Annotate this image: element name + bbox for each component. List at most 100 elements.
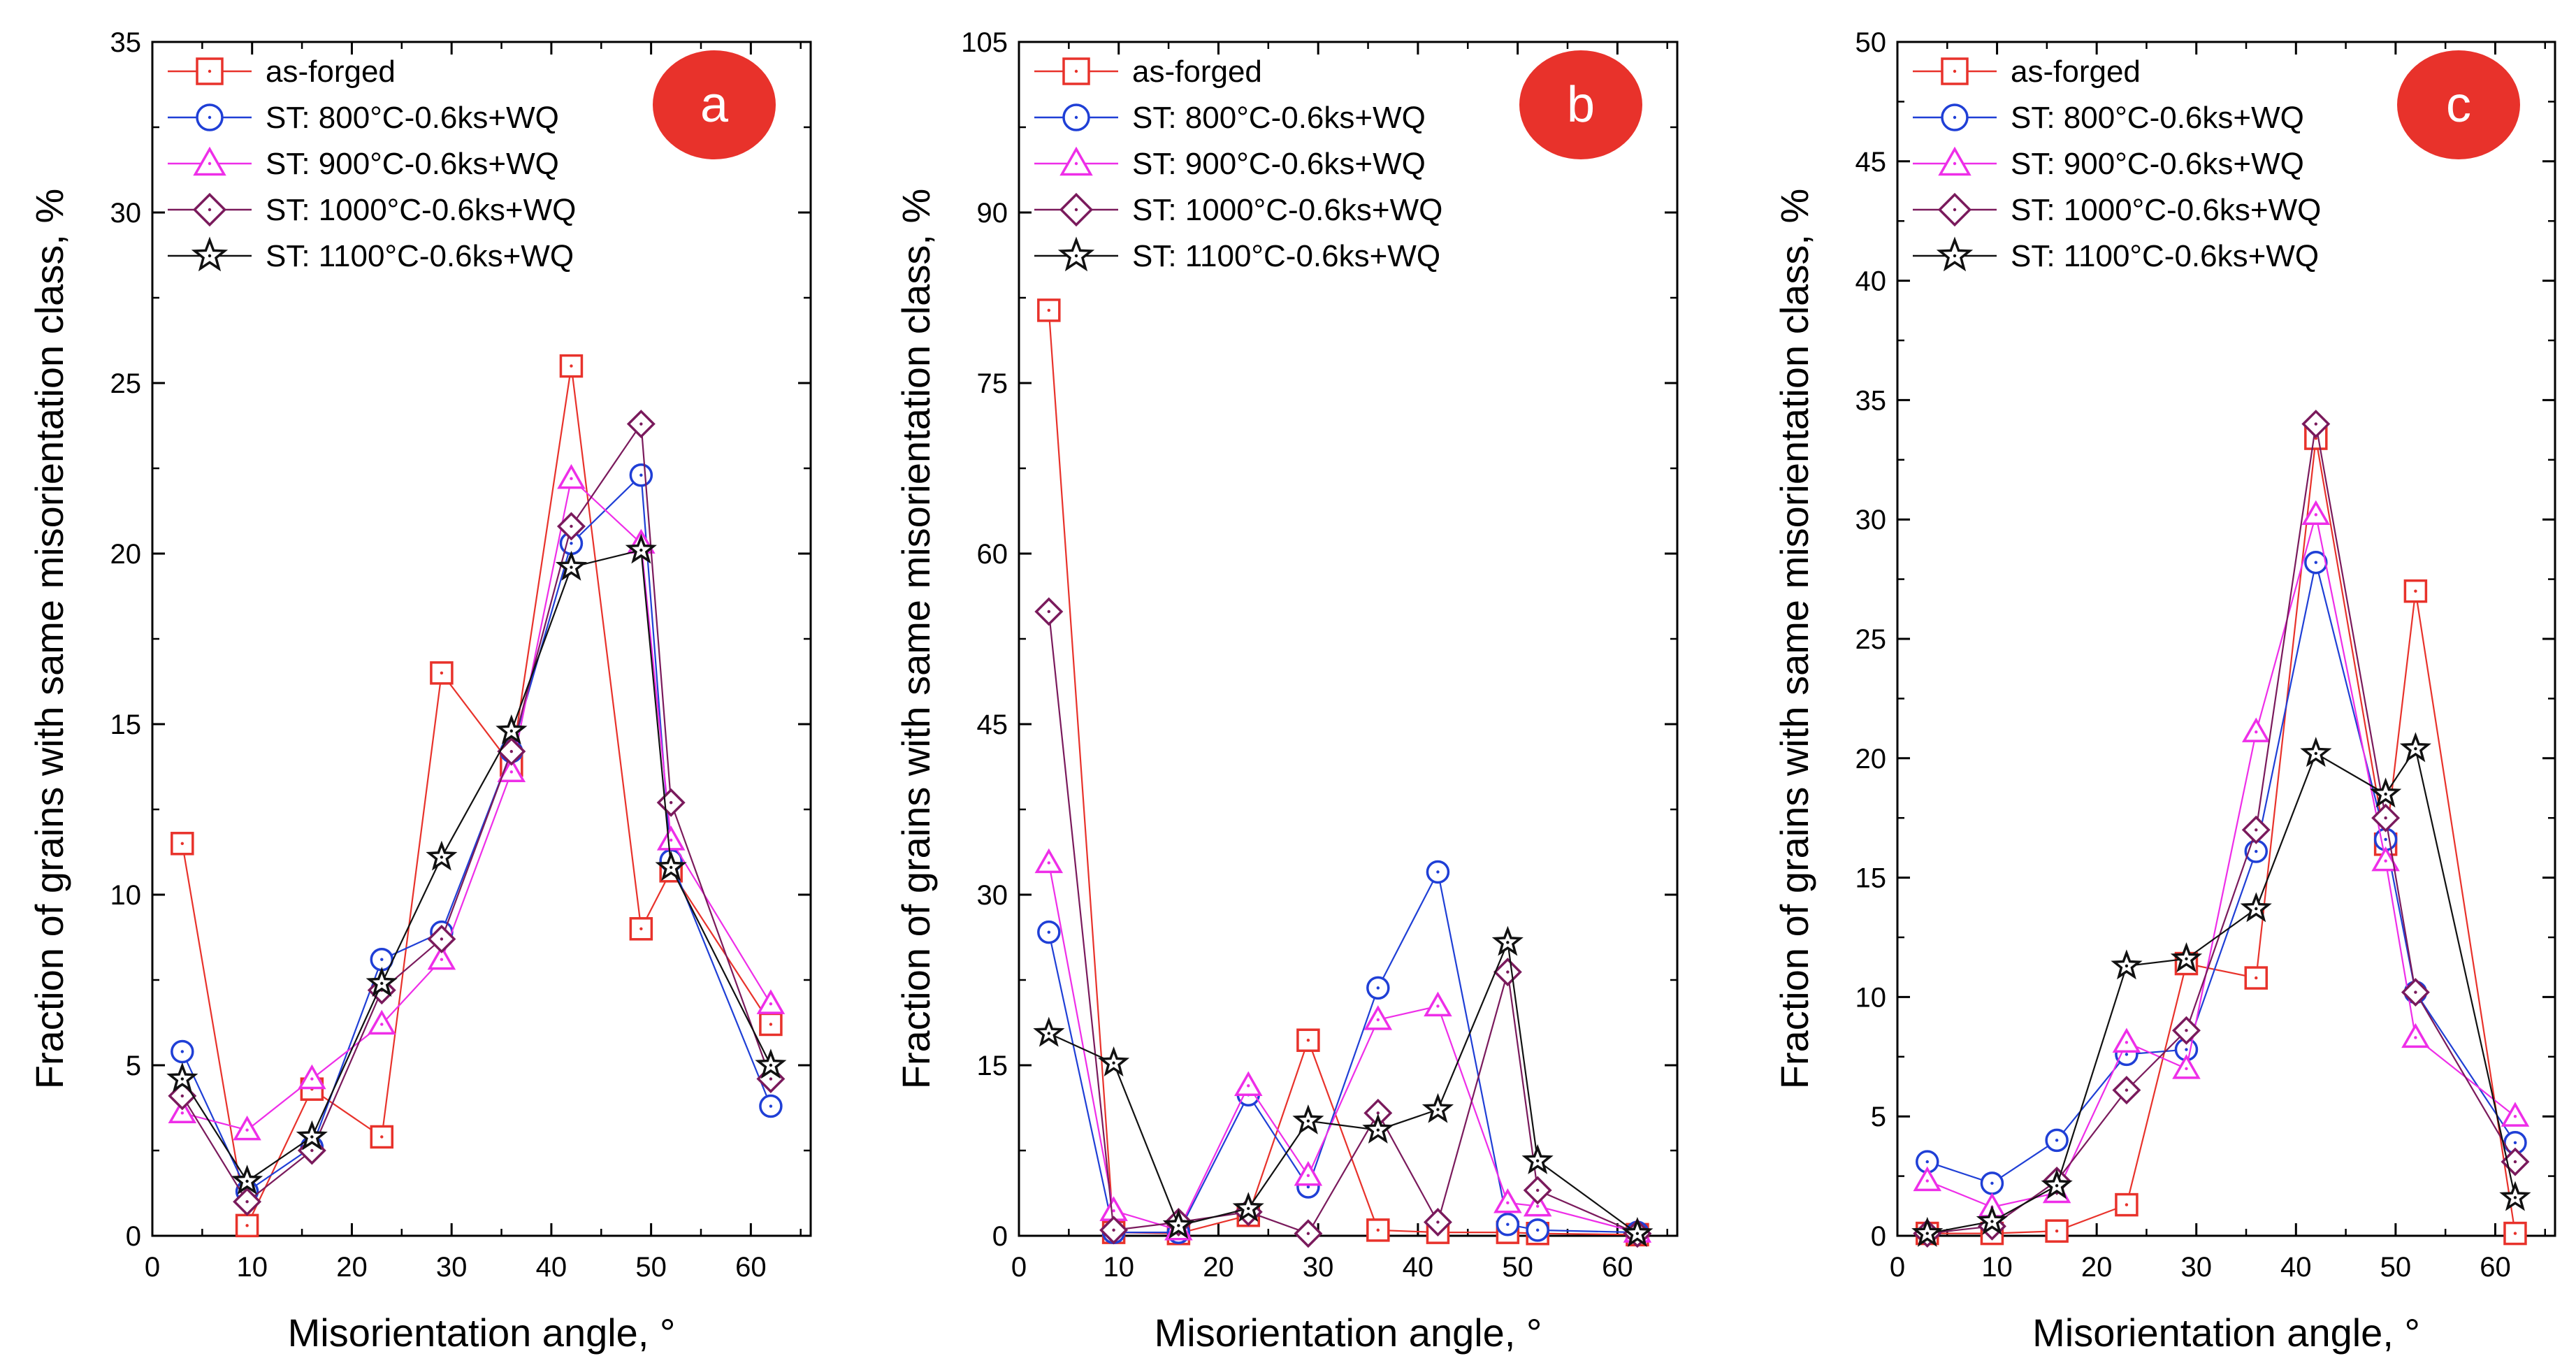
y-tick-label: 10 xyxy=(110,880,142,911)
data-point-triangle-center-dot xyxy=(1047,861,1051,865)
data-point-star-center-dot xyxy=(1506,941,1510,944)
x-tick-label: 60 xyxy=(1602,1252,1633,1283)
series-circle xyxy=(1037,860,1649,1244)
data-point-circle-center-dot xyxy=(639,473,643,477)
data-point-star-center-dot xyxy=(310,1135,314,1139)
data-point-diamond-center-dot xyxy=(1306,1232,1310,1235)
series-square xyxy=(171,354,783,1238)
data-point-diamond-center-dot xyxy=(2384,816,2387,820)
data-point-circle-center-dot xyxy=(2125,1053,2129,1056)
data-point-circle-center-dot xyxy=(180,1050,184,1053)
y-axis-title: Fraction of grains with same misorientat… xyxy=(1772,189,1816,1090)
legend-label: as-forged xyxy=(1132,55,1262,89)
series-circle xyxy=(1916,550,2527,1195)
data-point-triangle-center-dot xyxy=(2255,730,2258,734)
data-point-circle-center-dot xyxy=(1376,986,1380,990)
data-point-star-center-dot xyxy=(440,856,444,859)
data-point-circle-center-dot xyxy=(2185,1048,2188,1051)
data-point-star-center-dot xyxy=(639,548,643,552)
legend-label: ST: 1100°C-0.6ks+WQ xyxy=(1132,239,1440,273)
legend-marker-triangle xyxy=(1059,146,1093,176)
data-point-square-center-dot xyxy=(570,364,573,368)
series-line xyxy=(1927,747,2517,1234)
data-point-circle-center-dot xyxy=(1535,1228,1540,1232)
data-point-diamond-center-dot xyxy=(180,1094,184,1098)
data-point-star-center-dot xyxy=(380,981,384,986)
legend-marker-circle-center-dot xyxy=(1953,115,1957,120)
data-point-star-center-dot xyxy=(2314,751,2318,756)
data-point-square xyxy=(559,354,584,378)
data-point-diamond-center-dot xyxy=(440,937,444,941)
data-point-circle-center-dot xyxy=(2255,849,2258,853)
series-line xyxy=(1048,863,1638,1234)
y-tick-label: 30 xyxy=(977,880,1008,911)
data-point-square xyxy=(2115,1192,2139,1217)
legend-label: ST: 1000°C-0.6ks+WQ xyxy=(1132,193,1442,227)
data-point-square-center-dot xyxy=(639,927,643,931)
y-tick-label: 20 xyxy=(110,539,142,570)
data-point-square xyxy=(2045,1219,2069,1243)
data-point-star-center-dot xyxy=(1047,1032,1051,1035)
data-point-diamond-center-dot xyxy=(2255,828,2258,832)
data-point-triangle-center-dot xyxy=(509,770,514,774)
data-point-square-center-dot xyxy=(2125,1203,2129,1206)
legend-marker-diamond-center-dot xyxy=(1953,208,1957,212)
data-point-star-center-dot xyxy=(1177,1224,1180,1227)
data-point-star-center-dot xyxy=(509,729,514,733)
data-point-triangle-center-dot xyxy=(1535,1204,1540,1208)
x-tick-label: 50 xyxy=(635,1252,667,1283)
data-point-circle-center-dot xyxy=(1306,1185,1310,1189)
series-diamond xyxy=(168,410,786,1216)
series-diamond xyxy=(1034,597,1652,1248)
legend-label: ST: 800°C-0.6ks+WQ xyxy=(266,101,559,135)
series-star xyxy=(1911,732,2531,1247)
data-point-diamond-center-dot xyxy=(509,749,514,754)
data-point-star-center-dot xyxy=(2055,1184,2059,1188)
data-point-diamond-center-dot xyxy=(1112,1228,1115,1232)
y-tick-label: 0 xyxy=(1871,1221,1886,1252)
y-tick-label: 90 xyxy=(977,198,1008,229)
legend-label: ST: 800°C-0.6ks+WQ xyxy=(2011,101,2304,135)
x-tick-label: 50 xyxy=(1502,1252,1533,1283)
y-tick-label: 45 xyxy=(1855,147,1887,178)
x-tick-label: 0 xyxy=(145,1252,160,1283)
series-line xyxy=(1927,438,2517,1234)
data-point-triangle-center-dot xyxy=(1247,1084,1250,1088)
x-tick-label: 10 xyxy=(1103,1252,1134,1283)
data-point-circle-center-dot xyxy=(380,958,384,961)
legend: as-forged ST: 800°C-0.6ks+WQ ST: 900°C-0.6… xyxy=(1913,55,2321,273)
legend-label: as-forged xyxy=(2011,55,2141,89)
data-point-star-center-dot xyxy=(2384,792,2387,796)
data-point-star-center-dot xyxy=(245,1179,249,1183)
data-point-star-center-dot xyxy=(1990,1220,1994,1223)
x-tick-label: 0 xyxy=(1890,1252,1905,1283)
x-tick-label: 20 xyxy=(336,1252,368,1283)
panel-badge xyxy=(1519,50,1642,159)
data-point-square-center-dot xyxy=(1306,1039,1310,1042)
data-point-triangle-center-dot xyxy=(2513,1115,2517,1118)
y-tick-label: 0 xyxy=(992,1221,1008,1252)
panel-badge-label: a xyxy=(700,77,729,133)
y-tick-label: 35 xyxy=(1855,385,1887,416)
data-point-triangle-center-dot xyxy=(1376,1018,1380,1022)
legend-marker-square-center-dot xyxy=(1074,69,1078,73)
data-point-triangle-center-dot xyxy=(2125,1041,2129,1044)
data-point-triangle-center-dot xyxy=(440,958,444,961)
data-point-triangle-center-dot xyxy=(180,1111,184,1115)
data-point-diamond-center-dot xyxy=(310,1148,314,1153)
x-tick-label: 40 xyxy=(536,1252,567,1283)
data-point-triangle-center-dot xyxy=(310,1077,314,1081)
data-point-star-center-dot xyxy=(1635,1232,1640,1235)
data-point-triangle-center-dot xyxy=(570,477,573,480)
data-point-star-center-dot xyxy=(570,565,573,569)
data-point-circle-center-dot xyxy=(769,1104,773,1108)
data-point-star-center-dot xyxy=(180,1077,184,1081)
x-tick-label: 40 xyxy=(1403,1252,1434,1283)
legend: as-forged ST: 800°C-0.6ks+WQ ST: 900°C-0.6… xyxy=(168,55,576,273)
x-tick-label: 50 xyxy=(2380,1252,2412,1283)
data-point-diamond-center-dot xyxy=(669,801,673,805)
series-triangle xyxy=(1913,500,2530,1218)
data-point-diamond-center-dot xyxy=(1376,1111,1380,1115)
y-axis-title: Fraction of grains with same misorientat… xyxy=(894,189,938,1090)
y-tick-label: 45 xyxy=(977,709,1008,740)
